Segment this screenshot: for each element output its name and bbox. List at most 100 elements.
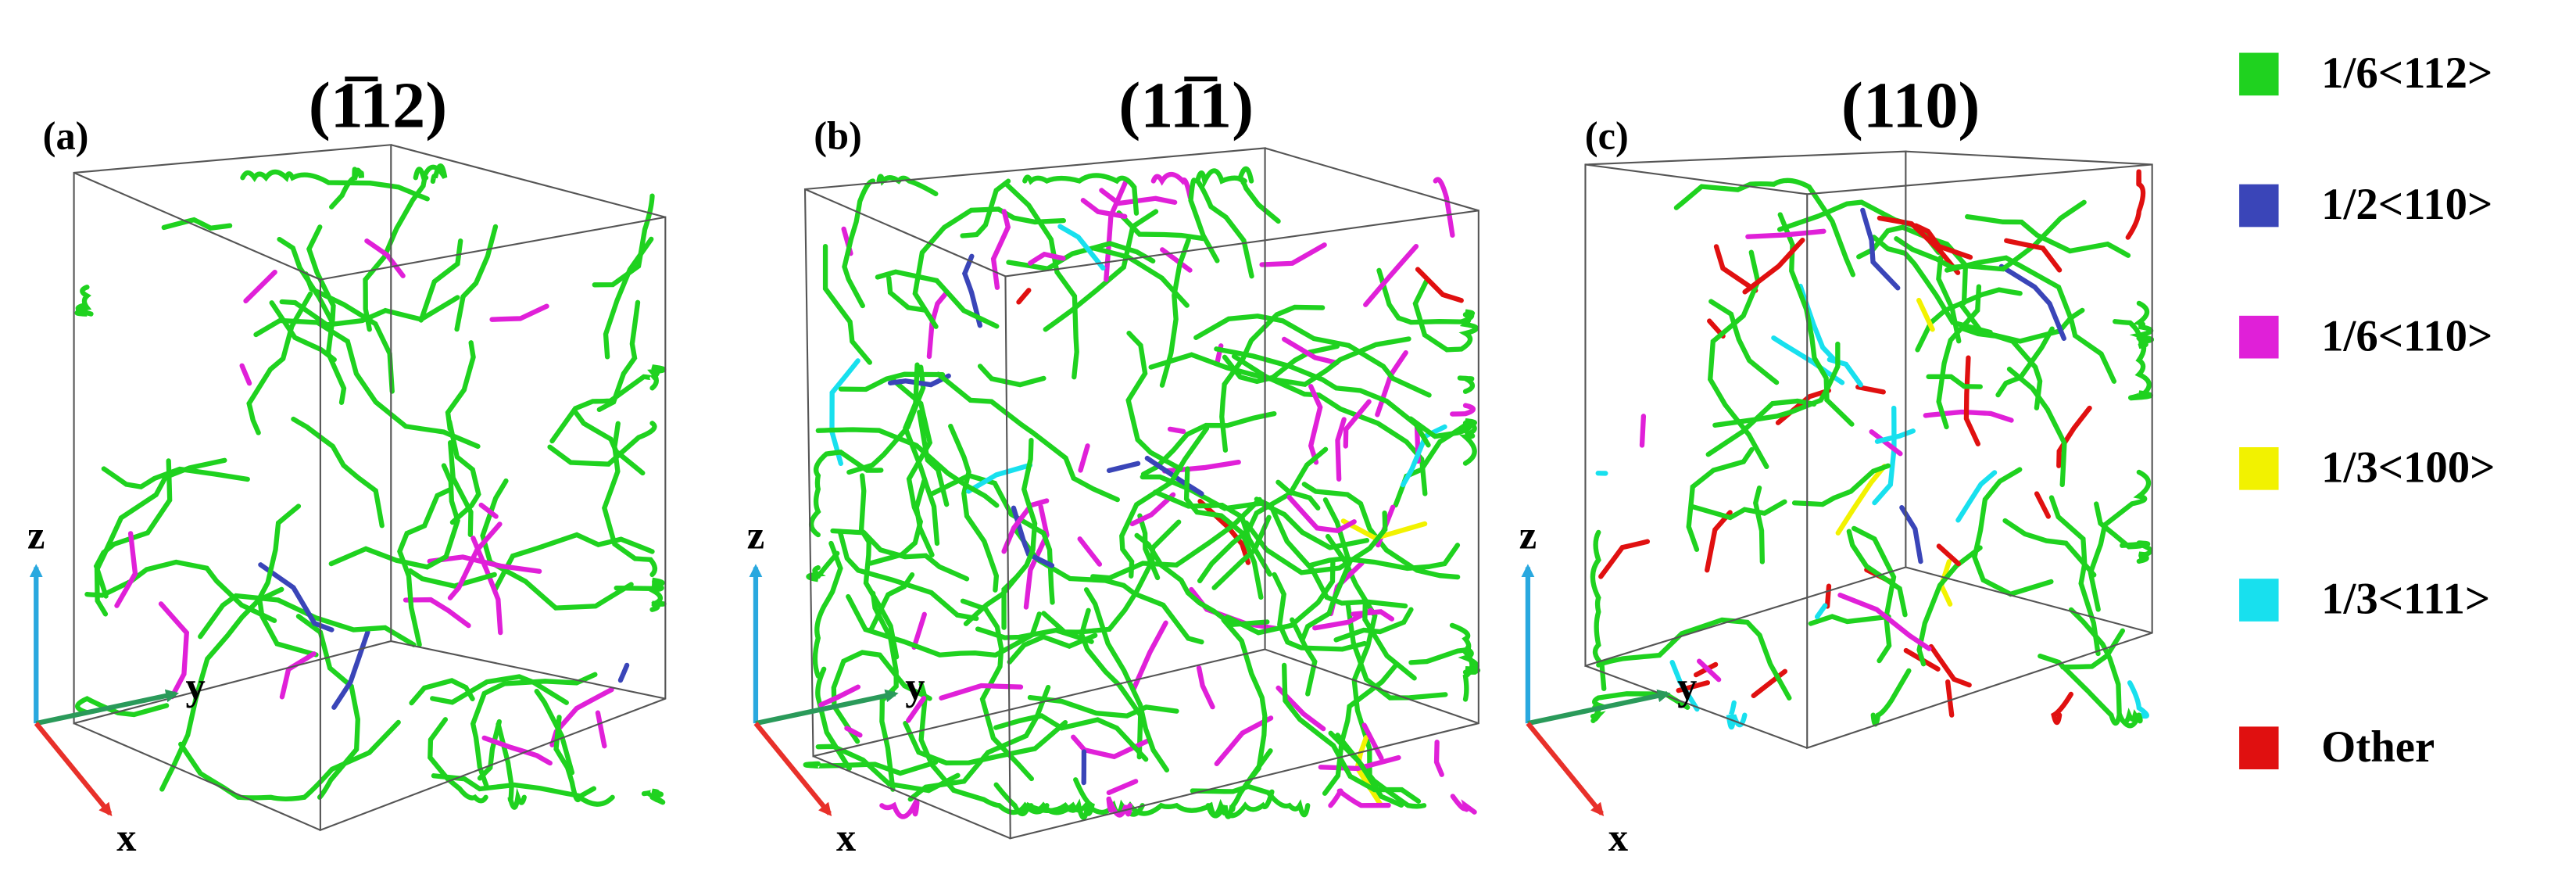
dislocation bbox=[534, 689, 575, 776]
dislocation bbox=[2006, 367, 2067, 488]
box-edge bbox=[1905, 566, 2152, 634]
dislocation bbox=[178, 719, 401, 801]
dislocation bbox=[1106, 796, 1132, 818]
dislocation bbox=[1412, 277, 1479, 353]
dislocation bbox=[1333, 607, 1414, 643]
dislocation bbox=[829, 358, 860, 466]
dislocation bbox=[1998, 263, 2066, 342]
axis-label-x: x bbox=[116, 815, 136, 859]
dislocation bbox=[926, 290, 949, 360]
dislocation bbox=[1129, 492, 1176, 527]
dislocation bbox=[903, 719, 1068, 765]
dislocation bbox=[74, 285, 94, 317]
dislocation bbox=[846, 593, 1042, 658]
dislocation bbox=[1590, 691, 1690, 723]
dislocation bbox=[1057, 224, 1106, 271]
dislocation bbox=[806, 550, 840, 582]
dislocation bbox=[1144, 455, 1204, 496]
dislocation bbox=[1860, 207, 1901, 291]
dislocation bbox=[428, 717, 488, 804]
dislocation bbox=[879, 797, 920, 819]
dislocation bbox=[1322, 662, 1399, 796]
dislocation bbox=[917, 410, 950, 507]
dislocation bbox=[246, 291, 313, 435]
dislocation bbox=[402, 597, 471, 629]
dislocation bbox=[1211, 514, 1272, 590]
dislocation bbox=[454, 224, 499, 332]
dislocation bbox=[1077, 536, 1103, 567]
dislocation bbox=[815, 427, 1000, 508]
dislocation bbox=[1928, 643, 1972, 688]
box-edge bbox=[1905, 150, 2152, 166]
box-edge bbox=[391, 144, 666, 218]
dislocation bbox=[1814, 603, 1828, 620]
dislocation bbox=[1099, 188, 1178, 206]
dislocation bbox=[1306, 543, 1461, 572]
dislocation bbox=[1071, 734, 1152, 760]
dislocation bbox=[239, 363, 252, 386]
dislocation bbox=[430, 674, 569, 705]
legend-label: Other bbox=[2321, 722, 2435, 772]
dislocation bbox=[1944, 255, 2117, 384]
dislocation bbox=[1286, 494, 1357, 534]
dislocation bbox=[2068, 607, 2143, 725]
dislocation bbox=[478, 502, 499, 519]
dislocation bbox=[1408, 645, 1481, 676]
axis-label-y: y bbox=[186, 665, 206, 708]
dislocation bbox=[1337, 510, 1388, 571]
dislocation bbox=[489, 303, 549, 322]
dislocation bbox=[481, 735, 553, 766]
dislocation bbox=[480, 478, 634, 611]
dislocation bbox=[198, 593, 417, 647]
dislocation bbox=[279, 651, 317, 700]
dislocation bbox=[243, 269, 277, 304]
dislocation bbox=[2127, 335, 2153, 401]
legend-swatch bbox=[2239, 447, 2279, 490]
dislocation bbox=[445, 340, 476, 432]
dislocation bbox=[1835, 464, 1887, 536]
dislocation bbox=[875, 269, 1000, 329]
dislocation bbox=[1219, 304, 1326, 453]
dislocation bbox=[838, 531, 979, 622]
dislocation bbox=[1194, 168, 1254, 279]
dislocation bbox=[960, 178, 1011, 238]
dislocation bbox=[1894, 199, 2087, 272]
dislocation bbox=[641, 788, 666, 805]
dislocation bbox=[948, 423, 1000, 593]
dislocation bbox=[830, 528, 970, 582]
dislocation bbox=[906, 696, 927, 723]
box-edge bbox=[1265, 648, 1479, 725]
dislocation bbox=[936, 371, 1120, 503]
dislocation bbox=[1183, 466, 1264, 600]
dislocation bbox=[413, 163, 448, 186]
dislocation bbox=[1001, 498, 1050, 554]
dislocation bbox=[1022, 173, 1140, 216]
dislocation bbox=[1676, 680, 1711, 693]
dislocation bbox=[1016, 288, 1032, 305]
dislocation bbox=[1808, 614, 1891, 626]
dislocation bbox=[1193, 314, 1432, 398]
dislocation bbox=[1926, 374, 1983, 389]
panel-title: (11̅1) bbox=[1118, 69, 1254, 142]
dislocation bbox=[842, 178, 876, 309]
dislocation bbox=[1874, 428, 1916, 444]
dislocation bbox=[614, 577, 667, 612]
dislocation bbox=[1318, 754, 1401, 772]
dislocation bbox=[1236, 166, 1281, 224]
dislocation bbox=[331, 629, 370, 710]
dislocation bbox=[838, 371, 946, 392]
legend-label: 1/3<111> bbox=[2321, 575, 2490, 624]
dislocation bbox=[1027, 694, 1179, 719]
dislocation bbox=[1083, 587, 1170, 773]
dislocation bbox=[1433, 739, 1444, 777]
dislocation bbox=[1104, 180, 1129, 282]
dislocation bbox=[1363, 243, 1419, 307]
dislocation bbox=[812, 540, 843, 679]
legend-label: 1/3<100> bbox=[2321, 443, 2495, 493]
dislocation bbox=[1708, 299, 1780, 385]
dislocation bbox=[1188, 177, 1220, 263]
dislocation bbox=[961, 253, 983, 328]
dislocation bbox=[844, 726, 863, 738]
dislocation bbox=[1150, 171, 1193, 200]
dislocation bbox=[256, 504, 319, 658]
